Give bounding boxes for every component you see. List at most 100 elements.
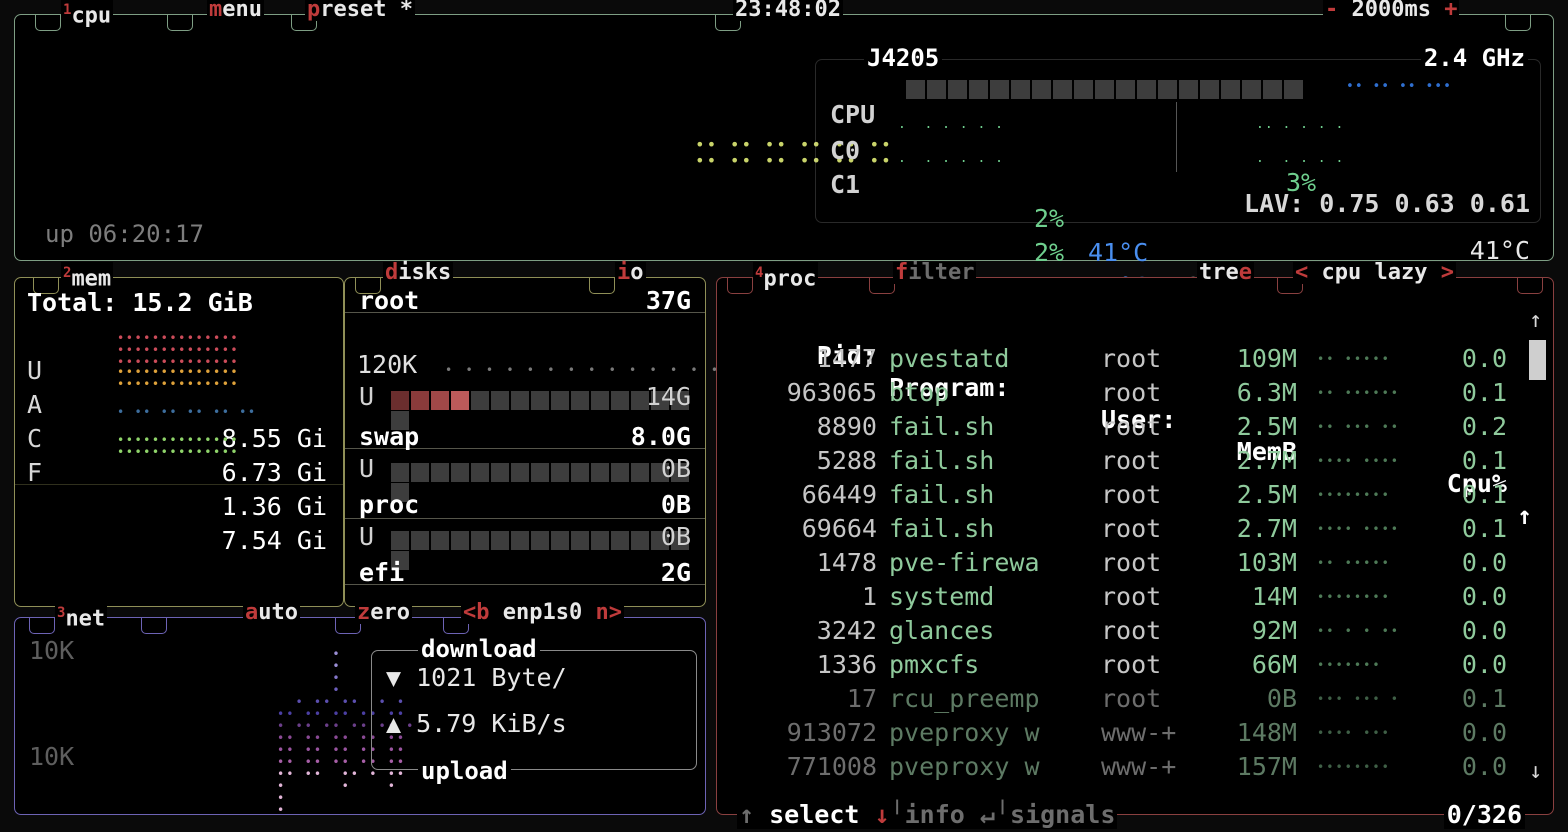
tree-toggle[interactable]: tree [1197, 260, 1254, 285]
scrollbar-thumb[interactable] [1529, 340, 1546, 380]
cpu-temp-graph: •• •• •• ••• [1346, 79, 1452, 94]
row-program: fail.sh [889, 514, 995, 543]
table-row[interactable]: 17 rcu_preemp root 0B ••• ••• • 0.1 [717, 682, 1553, 716]
row-user: root [1101, 344, 1162, 373]
table-row[interactable]: 1477 pvestatd root 109M •• ••••• 0.0 [717, 342, 1553, 376]
row-cpu: 0.0 [1461, 616, 1507, 645]
bar-block [631, 531, 649, 550]
table-row[interactable]: 1 systemd root 14M •••••••• 0.0 [717, 580, 1553, 614]
net-interface-selector[interactable]: <b enp1s0 n> [461, 602, 624, 624]
mem-row-cached: C • •• •• •• •• •• 1.36 Gi [27, 388, 337, 558]
bar-block [1074, 79, 1093, 99]
proc-selection-count: 0/326 [1443, 800, 1525, 829]
net-graph-line: •• •• •• • •• [277, 767, 407, 781]
table-row[interactable]: 3242 glances root 92M •• • • •• 0.0 [717, 614, 1553, 648]
row-user: root [1101, 446, 1162, 475]
mem-box-title[interactable]: 2mem [61, 262, 114, 291]
bar-block [391, 551, 409, 570]
disk-usage-bar [391, 530, 705, 570]
iface-next-button[interactable]: n> [595, 600, 622, 625]
table-row[interactable]: 8890 fail.sh root 2.5M •• ••• •• 0.2 [717, 410, 1553, 444]
net-auto-toggle[interactable]: auto [243, 600, 300, 625]
interval-increase-button[interactable]: + [1444, 0, 1458, 22]
net-traffic-graph: • • • • • •• •• • • •• •• •• •• •• • •• ••… [277, 648, 413, 816]
table-row[interactable]: 771008 pveproxy w www-+ 157M •••••••• 0.0 [717, 750, 1553, 784]
load-average-label: LAV: 0.75 0.63 0.61 [1244, 189, 1530, 218]
filter-input[interactable]: filter [893, 260, 977, 285]
row-program: rcu_preemp [889, 684, 1040, 713]
net-box-label: net [65, 606, 106, 632]
net-graph-line: • [277, 659, 342, 673]
scroll-up-icon[interactable]: ↑ [1529, 308, 1543, 333]
table-row[interactable]: 66449 fail.sh root 2.5M •••••••• 0.1 [717, 478, 1553, 512]
net-box-title[interactable]: 3net [55, 602, 108, 632]
mem-row-available: A •••••••••••••• •••••••••••••• 6.73 Gi [27, 354, 337, 524]
table-row[interactable]: 1478 pve-firewa root 103M •• ••••• 0.0 [717, 546, 1553, 580]
column-header-program[interactable]: Program: [889, 373, 1010, 402]
scroll-down-icon[interactable]: ↓ [1529, 759, 1543, 784]
row-user: www-+ [1101, 718, 1177, 747]
menu-button[interactable]: menu [207, 0, 264, 22]
cpu-total-percent: 3% [1286, 168, 1317, 197]
signals-label[interactable]: signals [1010, 800, 1116, 829]
column-header-user[interactable]: User: [1101, 405, 1177, 434]
row-mem: 2.7M [1236, 514, 1297, 543]
net-scale-top: 10K [29, 636, 75, 665]
bar-block [1221, 79, 1240, 99]
bar-block [1095, 79, 1114, 99]
row-user: root [1101, 514, 1162, 543]
proc-scrollbar[interactable]: ↑ ↓ [1527, 308, 1549, 784]
download-arrow-icon: ▼ [386, 663, 402, 692]
cpu-frequency-label: 2.4 GHz [1420, 44, 1528, 72]
proc-box-title[interactable]: 4proc [753, 262, 819, 291]
select-up-icon[interactable]: ↑ [739, 800, 755, 829]
bar-block [511, 463, 529, 482]
row-cpu: 0.1 [1461, 514, 1507, 543]
table-row[interactable]: 69664 fail.sh root 2.7M •••• •••• 0.1 [717, 512, 1553, 546]
disk-used-label: U [359, 454, 375, 483]
bar-block [1116, 79, 1135, 99]
bar-block [671, 463, 689, 482]
download-rate: ▼ 1021 Byte/ [386, 663, 567, 692]
row-cpu-graph: •••• •••• [1317, 454, 1401, 468]
row-mem: 6.3M [1236, 378, 1297, 407]
bar-block [671, 391, 689, 410]
disks-box-title[interactable]: disks [383, 260, 454, 285]
net-zero-toggle[interactable]: zero [355, 600, 412, 625]
column-header-cpu[interactable]: Cpu% [1446, 469, 1507, 498]
sort-prev-button[interactable]: < [1295, 260, 1309, 285]
table-row[interactable]: 963065 btop root 6.3M •• •••••• 0.1 [717, 376, 1553, 410]
preset-button[interactable]: preset * [305, 0, 415, 22]
row-pid: 771008 [786, 752, 877, 781]
iface-prev-button[interactable]: <b [463, 600, 490, 625]
select-label: select [769, 800, 860, 829]
proc-box-number: 4 [755, 265, 764, 281]
sort-selector[interactable]: < cpu lazy > [1293, 262, 1456, 284]
row-mem: 2.7M [1236, 446, 1297, 475]
table-row[interactable]: 5288 fail.sh root 2.7M •••• •••• 0.1 [717, 444, 1553, 478]
column-header-mem[interactable]: MemB [1236, 437, 1297, 466]
bar-block [948, 79, 967, 99]
bar-block [1200, 79, 1219, 99]
select-down-icon[interactable]: ↓ [874, 800, 890, 829]
bar-block [391, 531, 409, 550]
io-toggle[interactable]: io [615, 260, 646, 285]
column-header-pid[interactable]: Pid: [816, 341, 877, 370]
core-label: C0 [830, 136, 861, 165]
net-box: 3net auto zero <b enp1s0 n> 10K 10K • • … [14, 602, 706, 816]
sort-direction-icon[interactable]: ↑ [1517, 501, 1533, 530]
table-row[interactable]: 1336 pmxcfs root 66M ••••••• 0.0 [717, 648, 1553, 682]
net-graph-line: • [277, 671, 342, 685]
row-mem: 92M [1251, 616, 1297, 645]
table-row[interactable]: 913072 pveproxy w www-+ 148M •••• ••• 0.0 [717, 716, 1553, 750]
bar-block [611, 463, 629, 482]
row-cpu-graph: •• ••• •• [1317, 420, 1401, 434]
update-interval-control[interactable]: - 2000ms + [1323, 0, 1460, 22]
row-cpu: 0.0 [1461, 344, 1507, 373]
row-user: root [1101, 412, 1162, 441]
interval-decrease-button[interactable]: - [1325, 0, 1339, 22]
sort-next-button[interactable]: > [1440, 260, 1454, 285]
info-label[interactable]: info [904, 800, 965, 829]
cpu-box-number: 1 [63, 2, 72, 18]
cpu-box-title[interactable]: 1cpu [61, 0, 114, 28]
